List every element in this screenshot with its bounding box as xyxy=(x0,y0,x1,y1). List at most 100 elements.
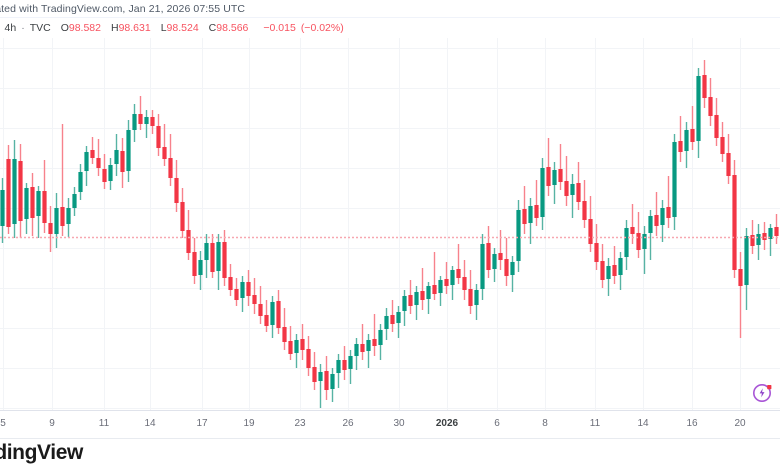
low-label: L xyxy=(160,22,167,34)
candle-body xyxy=(120,151,125,172)
candle-body xyxy=(672,142,677,217)
candle-body xyxy=(504,259,509,276)
time-axis-label: 14 xyxy=(637,418,649,429)
candle xyxy=(78,164,83,200)
candle-body xyxy=(462,277,467,290)
time-axis-label: 19 xyxy=(243,418,255,429)
candle xyxy=(672,134,677,230)
candle-body xyxy=(624,228,629,257)
candle-body xyxy=(648,216,653,233)
candle-body xyxy=(144,117,149,124)
candle-body xyxy=(210,243,215,272)
candle-body xyxy=(204,243,209,260)
candle xyxy=(138,96,143,130)
candle xyxy=(366,334,371,368)
candle-body xyxy=(738,269,743,286)
time-axis-label: 11 xyxy=(98,418,110,429)
candle xyxy=(492,248,497,282)
candle-body xyxy=(306,349,311,368)
candle xyxy=(768,224,773,256)
candle-body xyxy=(354,344,359,356)
candle-body xyxy=(510,262,515,275)
candle-body xyxy=(720,137,725,154)
candle xyxy=(444,262,449,294)
candle-body xyxy=(552,170,557,185)
candle xyxy=(234,278,239,306)
candle-body xyxy=(360,344,365,352)
candle-body xyxy=(594,243,599,262)
candle xyxy=(48,206,53,252)
candle xyxy=(36,186,41,238)
candle xyxy=(168,134,173,186)
candle-body xyxy=(498,253,503,260)
candle-body xyxy=(228,277,233,290)
candlestick-plot[interactable] xyxy=(0,38,780,410)
interval-label[interactable]: 4h xyxy=(4,22,17,34)
candle-body xyxy=(246,282,251,296)
candle-body xyxy=(666,207,671,218)
candle xyxy=(294,334,299,368)
candle-body xyxy=(714,115,719,138)
candle xyxy=(324,356,329,400)
candle xyxy=(534,180,539,226)
candle-body xyxy=(102,169,107,182)
candle xyxy=(456,244,461,284)
horizontal-gridlines xyxy=(0,48,780,409)
candle xyxy=(192,238,197,284)
candle xyxy=(252,278,257,314)
candle-body xyxy=(456,269,461,278)
candle xyxy=(186,210,191,260)
candle xyxy=(666,176,671,228)
candle xyxy=(474,284,479,320)
candle xyxy=(570,174,575,218)
candle xyxy=(576,162,581,210)
candle xyxy=(72,187,77,216)
candle-body xyxy=(690,129,695,142)
candle xyxy=(762,222,767,250)
lightning-bolt-icon[interactable] xyxy=(752,381,774,403)
candle xyxy=(582,180,587,228)
candle-body xyxy=(54,208,59,234)
candle-body xyxy=(258,304,263,316)
candle-series xyxy=(0,60,779,408)
time-axis-label: 23 xyxy=(294,418,306,429)
candle-body xyxy=(18,161,23,221)
candle xyxy=(60,124,65,236)
candle xyxy=(282,308,287,350)
exchange-label: TVC xyxy=(29,22,51,34)
candle xyxy=(714,98,719,146)
time-axis-label: 16 xyxy=(686,418,698,429)
candle-body xyxy=(450,270,455,285)
candle-body xyxy=(282,327,287,342)
candle-body xyxy=(684,130,689,151)
candle-body xyxy=(78,172,83,192)
time-axis-label: 30 xyxy=(393,418,405,429)
candle-body xyxy=(366,340,371,351)
candle-body xyxy=(438,280,443,293)
candle xyxy=(612,246,617,284)
candle xyxy=(336,354,341,388)
candle xyxy=(396,306,401,338)
candle-body xyxy=(138,114,143,124)
candle-body xyxy=(588,219,593,244)
candle-body xyxy=(642,234,647,249)
candle xyxy=(42,160,47,233)
candle xyxy=(606,258,611,296)
candle-body xyxy=(60,207,65,226)
attribution-text: Created with TradingView.com, Jan 21, 20… xyxy=(0,2,246,15)
candle-body xyxy=(732,175,737,270)
time-axis[interactable]: 5 9 11 14 17 19 23 26 30 2026 6 8 11 14 16 20 xyxy=(0,410,780,439)
time-axis-label: 20 xyxy=(734,418,746,429)
candle-body xyxy=(474,290,479,305)
candle xyxy=(546,138,551,196)
candle xyxy=(738,252,743,338)
candle xyxy=(510,256,515,292)
candle-body xyxy=(126,130,131,171)
candle-body xyxy=(576,183,581,202)
candle xyxy=(618,252,623,290)
candle-body xyxy=(324,371,329,390)
candle xyxy=(354,338,359,370)
candle xyxy=(126,120,131,182)
candle xyxy=(498,230,503,270)
high-label: H xyxy=(110,22,119,34)
